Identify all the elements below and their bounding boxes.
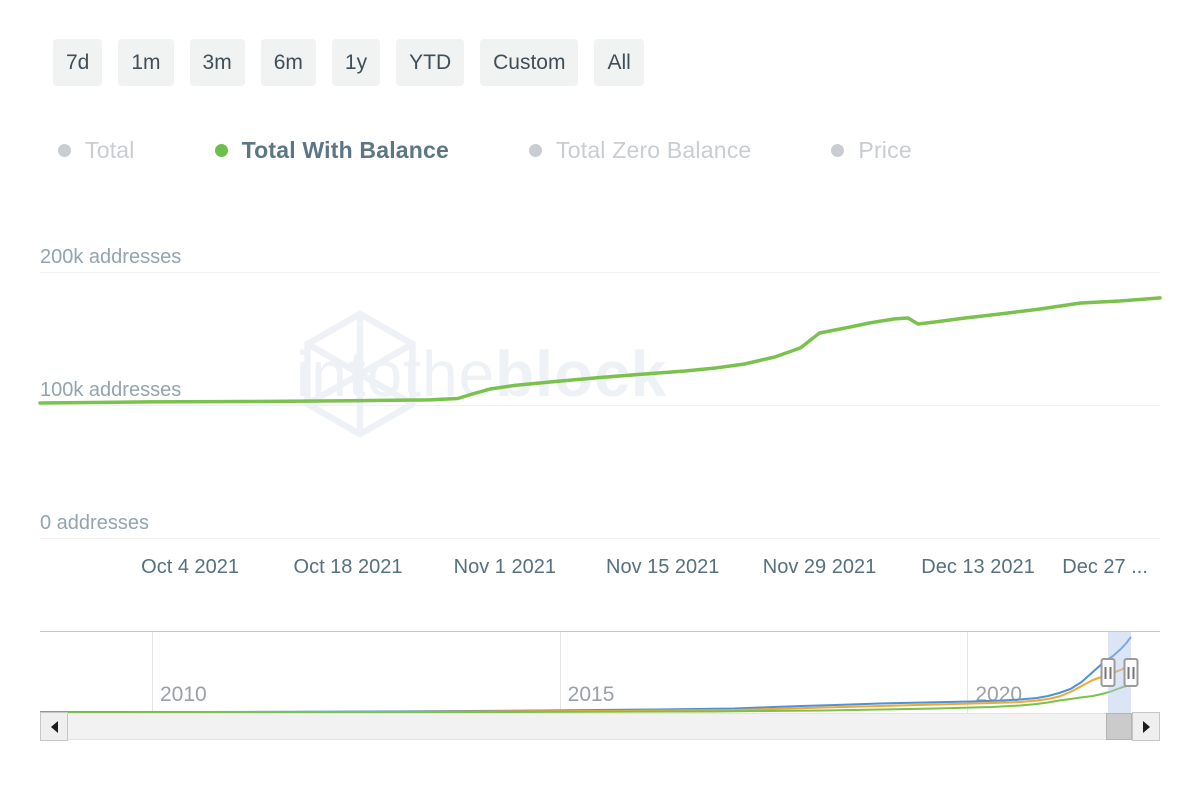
range-button-1m[interactable]: 1m bbox=[118, 39, 174, 86]
navigator-right-handle-icon[interactable] bbox=[1123, 658, 1139, 687]
scrollbar bbox=[40, 712, 1160, 741]
y-gridline bbox=[40, 405, 1160, 406]
y-axis-label: 0 addresses bbox=[40, 512, 149, 534]
range-button-7d[interactable]: 7d bbox=[53, 39, 103, 86]
scrollbar-thumb[interactable] bbox=[1106, 713, 1132, 740]
navigator-left-handle-icon[interactable] bbox=[1100, 658, 1116, 687]
x-axis-label: Oct 4 2021 bbox=[141, 556, 239, 578]
watermark: intotheblock bbox=[296, 310, 667, 438]
intotheblock-logo-icon bbox=[304, 310, 416, 438]
handle-grip bbox=[1104, 666, 1107, 679]
navigator-year-gridline bbox=[559, 632, 561, 713]
legend-item-label: Price bbox=[858, 137, 912, 163]
y-axis-label: 200k addresses bbox=[40, 246, 182, 268]
navigator-selected-range[interactable] bbox=[1108, 632, 1131, 713]
legend-item-label: Total With Balance bbox=[241, 137, 450, 163]
x-axis-label: Dec 13 2021 bbox=[921, 556, 1035, 578]
scrollbar-track[interactable] bbox=[40, 713, 1160, 740]
y-gridline bbox=[40, 272, 1160, 273]
legend-item-total-zero-balance[interactable]: Total Zero Balance bbox=[529, 137, 751, 164]
scrollbar-left-button[interactable] bbox=[40, 712, 68, 741]
handle-grip bbox=[1109, 666, 1112, 679]
watermark-text-bold: block bbox=[495, 338, 668, 410]
legend-dot-icon bbox=[58, 144, 71, 157]
x-axis-label: Oct 18 2021 bbox=[293, 556, 403, 578]
range-button-all[interactable]: All bbox=[594, 39, 644, 86]
legend-dot-icon bbox=[529, 144, 543, 157]
navigator-year-label: 2010 bbox=[160, 683, 207, 706]
navigator-year-label: 2020 bbox=[975, 683, 1023, 706]
legend-item-total[interactable]: Total bbox=[58, 137, 135, 164]
legend-item-total-with-balance[interactable]: Total With Balance bbox=[214, 137, 450, 164]
handle-grip bbox=[1127, 666, 1130, 679]
range-button-6m[interactable]: 6m bbox=[260, 39, 316, 86]
legend-dot-icon bbox=[214, 144, 228, 157]
arrow-right-icon bbox=[1142, 720, 1150, 733]
range-button-1y[interactable]: 1y bbox=[331, 39, 381, 86]
navigator-year-gridline bbox=[967, 632, 969, 713]
range-selector: 7d 1m 3m 6m 1y YTD Custom All bbox=[53, 39, 644, 86]
legend-dot-icon bbox=[831, 144, 845, 157]
legend-item-label: Total Zero Balance bbox=[556, 137, 752, 163]
handle-grip bbox=[1132, 666, 1135, 679]
navigator-year-label: 2015 bbox=[567, 683, 615, 706]
y-gridline bbox=[40, 538, 1160, 539]
range-button-custom[interactable]: Custom bbox=[480, 39, 579, 86]
x-axis-label: Dec 27 ... bbox=[1062, 556, 1148, 578]
legend-item-price[interactable]: Price bbox=[831, 137, 912, 164]
legend: Total Total With Balance Total Zero Balanc… bbox=[58, 137, 912, 164]
navigator-year-gridline bbox=[152, 632, 153, 713]
navigator[interactable]: 2010 2015 2020 bbox=[40, 631, 1160, 713]
range-button-3m[interactable]: 3m bbox=[189, 39, 245, 86]
x-axis-label: Nov 29 2021 bbox=[762, 556, 877, 578]
x-axis-label: Nov 15 2021 bbox=[606, 556, 720, 578]
series-line-total-with-balance bbox=[38, 296, 1162, 405]
legend-item-label: Total bbox=[85, 137, 135, 163]
watermark-text-light: intothe bbox=[296, 338, 496, 410]
x-axis-label: Nov 1 2021 bbox=[453, 556, 556, 578]
range-button-ytd[interactable]: YTD bbox=[396, 39, 465, 86]
scrollbar-right-button[interactable] bbox=[1132, 712, 1160, 741]
arrow-left-icon bbox=[50, 720, 58, 733]
y-axis-label: 100k addresses bbox=[40, 379, 182, 401]
watermark-text: intotheblock bbox=[296, 342, 667, 406]
